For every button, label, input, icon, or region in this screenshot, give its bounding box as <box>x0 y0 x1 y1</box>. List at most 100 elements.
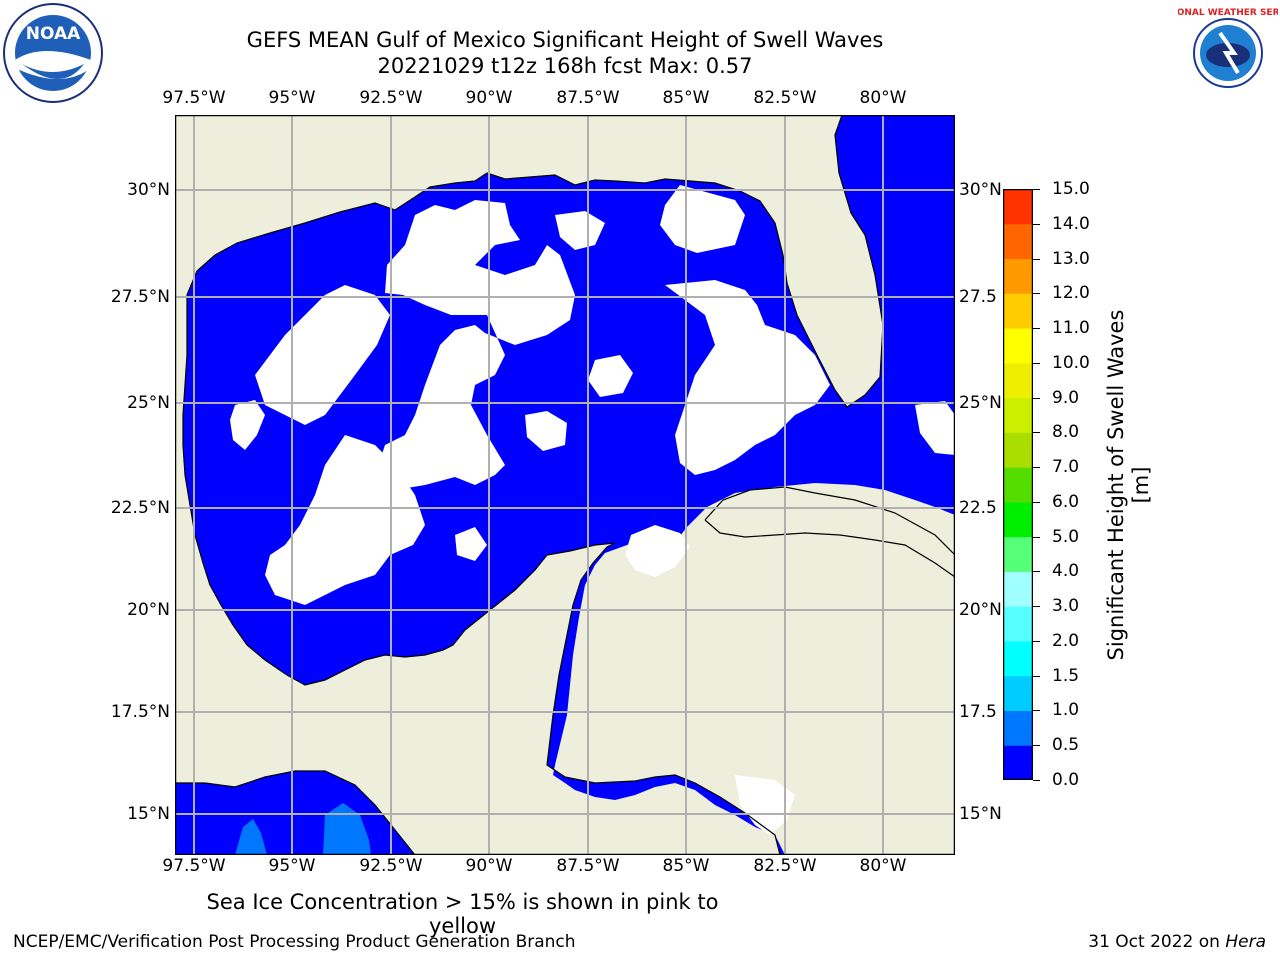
lat-tick-label-left: 20°N <box>127 600 170 620</box>
coastline-mexico <box>182 295 781 855</box>
lat-tick-label-right: 20°N <box>959 600 1002 620</box>
colorbar-tick-mark <box>1033 328 1040 330</box>
colorbar-tick-label: 3.0 <box>1052 596 1080 617</box>
lat-tick-label-left: 30°N <box>127 180 170 200</box>
noaa-logo-text: NOAA <box>26 24 81 44</box>
footer-date: 31 Oct 2022 on Hera <box>1088 932 1266 952</box>
colorbar-tick-label: 1.0 <box>1052 700 1080 721</box>
colorbar-tick-mark <box>1033 571 1040 573</box>
lon-tick-label-top: 97.5°W <box>162 88 226 108</box>
colorbar-segment <box>1003 745 1033 780</box>
colorbar-tick-label: 8.0 <box>1052 422 1080 443</box>
colorbar-segment <box>1003 432 1033 468</box>
lat-tick-label-left: 15°N <box>127 804 170 824</box>
lon-tick-label-bottom: 80°W <box>859 856 907 876</box>
colorbar-tick-label: 2.0 <box>1052 630 1080 651</box>
colorbar-segment <box>1003 606 1033 642</box>
lon-tick-label-bottom: 87.5°W <box>556 856 620 876</box>
colorbar-tick-mark <box>1033 745 1040 747</box>
colorbar-tick-mark <box>1033 432 1040 434</box>
lat-tick-label-left: 22.5°N <box>110 498 170 518</box>
coastline-cuba <box>704 486 955 578</box>
colorbar-tick-label: 13.0 <box>1052 248 1090 269</box>
nws-logo: NATIONAL WEATHER SERVICE <box>1153 3 1280 107</box>
colorbar-tick-mark <box>1033 293 1040 295</box>
colorbar-tick-label: 11.0 <box>1052 318 1090 339</box>
colorbar-segment <box>1003 293 1033 329</box>
map-panel <box>175 115 955 855</box>
colorbar-segment <box>1003 571 1033 607</box>
colorbar-tick-label: 5.0 <box>1052 526 1080 547</box>
footer-host: Hera <box>1225 932 1266 952</box>
colorbar-tick-label: 10.0 <box>1052 352 1090 373</box>
lon-tick-label-bottom: 95°W <box>268 856 316 876</box>
lat-tick-label-left: 27.5°N <box>110 287 170 307</box>
colorbar-title: Significant Height of Swell Waves [m] <box>1104 309 1153 661</box>
colorbar-tick-label: 0.5 <box>1052 735 1080 756</box>
colorbar-tick-mark <box>1033 710 1040 712</box>
lon-tick-label-bottom: 90°W <box>465 856 513 876</box>
colorbar-tick-label: 14.0 <box>1052 213 1090 234</box>
low-swell-areas <box>230 185 955 835</box>
colorbar-tick-mark <box>1033 501 1040 503</box>
lon-tick-label-bottom: 97.5°W <box>162 856 226 876</box>
colorbar-segment <box>1003 501 1033 538</box>
sea-ice-note: Sea Ice Concentration > 15% is shown in … <box>206 890 719 938</box>
lon-tick-label-top: 92.5°W <box>359 88 423 108</box>
colorbar-tick-label: 0.0 <box>1052 770 1080 790</box>
colorbar-segment <box>1003 328 1033 364</box>
colorbar-tick-mark <box>1033 362 1040 364</box>
lat-tick-label-right: 22.5 <box>959 498 997 518</box>
footer-credit: NCEP/EMC/Verification Post Processing Pr… <box>13 932 576 952</box>
lat-tick-label-right: 15°N <box>959 804 1002 824</box>
lon-tick-label-bottom: 92.5°W <box>359 856 423 876</box>
colorbar-frame <box>1003 189 1033 780</box>
colorbar-segment <box>1003 536 1033 572</box>
colorbar-tick-label: 4.0 <box>1052 561 1080 582</box>
colorbar-tick-mark <box>1033 536 1040 538</box>
colorbar-tick-mark <box>1033 780 1040 781</box>
noaa-logo: NOAA <box>2 2 104 108</box>
lon-tick-label-bottom: 85°W <box>662 856 710 876</box>
graticule <box>175 115 955 855</box>
colorbar-segment <box>1003 189 1033 225</box>
swell-patch-east <box>323 803 371 855</box>
coastline-pacific <box>175 770 416 855</box>
colorbar-segment <box>1003 397 1033 433</box>
lon-tick-label-top: 87.5°W <box>556 88 620 108</box>
lon-tick-label-top: 80°W <box>859 88 907 108</box>
cuba-landmass <box>705 487 955 577</box>
colorbar-tick-mark <box>1033 467 1040 469</box>
colorbar-segment <box>1003 710 1033 746</box>
colorbar-segment <box>1003 223 1033 260</box>
swell-patch-west <box>235 819 267 855</box>
colorbar-tick-label: 1.5 <box>1052 665 1080 686</box>
lat-tick-label-right: 27.5 <box>959 287 997 307</box>
colorbar-tick-mark <box>1033 258 1040 260</box>
colorbar-tick-mark <box>1033 606 1040 608</box>
colorbar <box>1003 189 1033 780</box>
colorbar-segment <box>1003 467 1033 503</box>
chart-subtitle: 20221029 t12z 168h fcst Max: 0.57 <box>377 54 753 78</box>
coastline <box>186 115 884 408</box>
lat-tick-label-right: 25°N <box>959 393 1002 413</box>
colorbar-tick-mark <box>1033 189 1040 190</box>
lon-tick-label-top: 82.5°W <box>753 88 817 108</box>
lon-tick-label-top: 85°W <box>662 88 710 108</box>
lat-tick-label-left: 17.5°N <box>110 702 170 722</box>
colorbar-segment <box>1003 640 1033 677</box>
colorbar-tick-mark <box>1033 675 1040 677</box>
colorbar-tick-mark <box>1033 640 1040 642</box>
footer-date-text: 31 Oct 2022 on <box>1088 932 1226 952</box>
colorbar-segment <box>1003 675 1033 711</box>
lon-tick-label-bottom: 82.5°W <box>753 856 817 876</box>
lon-tick-label-top: 90°W <box>465 88 513 108</box>
lat-tick-label-right: 30°N <box>959 180 1002 200</box>
lat-tick-label-left: 25°N <box>127 393 170 413</box>
colorbar-tick-mark <box>1033 223 1040 225</box>
colorbar-tick-label: 15.0 <box>1052 179 1090 199</box>
lat-tick-label-right: 17.5 <box>959 702 997 722</box>
colorbar-tick-label: 9.0 <box>1052 387 1080 408</box>
chart-title: GEFS MEAN Gulf of Mexico Significant Hei… <box>246 28 884 52</box>
lon-tick-label-top: 95°W <box>268 88 316 108</box>
